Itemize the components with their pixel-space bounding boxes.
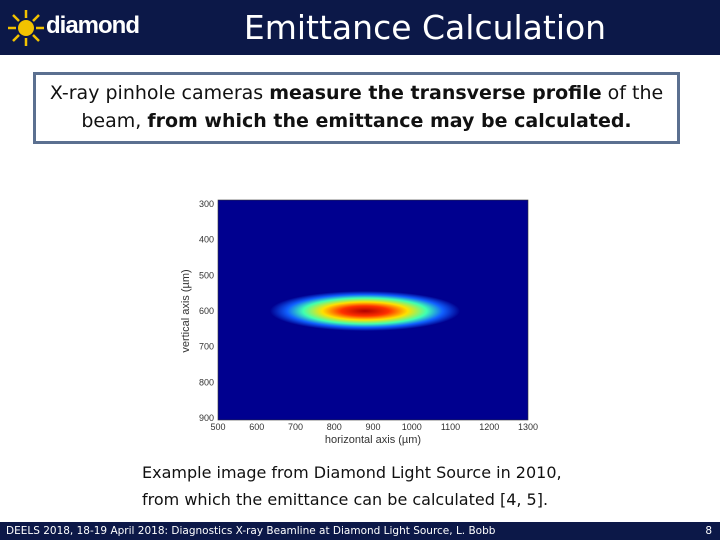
y-tick-label: 800 — [199, 377, 214, 387]
header-bar: diamond Emittance Calculation — [0, 0, 720, 55]
page-number: 8 — [705, 525, 712, 537]
y-tick-label: 400 — [199, 235, 214, 245]
x-tick-label: 1100 — [441, 422, 460, 432]
beam-profile — [270, 291, 460, 331]
intro-text: X-ray pinhole cameras — [49, 82, 270, 104]
logo-icon — [8, 10, 44, 46]
intro-text: from which the emittance may be calculat… — [147, 110, 632, 132]
x-axis-label: horizontal axis (µm) — [325, 434, 421, 446]
x-tick-label: 600 — [249, 422, 264, 432]
y-tick-label: 700 — [199, 342, 214, 352]
y-tick-label: 600 — [199, 306, 214, 316]
x-tick-label: 1200 — [479, 422, 499, 432]
x-tick-label: 1300 — [518, 422, 538, 432]
y-tick-label: 500 — [199, 270, 214, 280]
x-tick-label: 700 — [288, 422, 303, 432]
caption-line: from which the emittance can be calculat… — [142, 490, 549, 509]
caption-line: Example image from Diamond Light Source … — [142, 463, 562, 482]
x-tick-label: 500 — [210, 422, 225, 432]
intro-text: of the beam, — [81, 82, 664, 132]
y-axis-label: vertical axis (µm) — [180, 269, 192, 352]
y-tick-label: 900 — [199, 413, 214, 423]
x-tick-label: 900 — [365, 422, 380, 432]
figure: 500 600 700 800 900 1000 1100 1200 1300 300 400 500… — [180, 199, 538, 446]
slide-title: Emittance Calculation — [243, 8, 607, 47]
x-tick-label: 1000 — [402, 422, 422, 432]
intro-text: measure the transverse profile — [269, 82, 602, 104]
intro-box: X-ray pinhole cameras measure the transv… — [33, 72, 680, 144]
y-tick-label: 300 — [199, 199, 214, 209]
footer-text: DEELS 2018, 18-19 April 2018: Diagnostic… — [6, 525, 496, 537]
footer-bar: DEELS 2018, 18-19 April 2018: Diagnostic… — [0, 522, 720, 540]
caption: Example image from Diamond Light Source … — [142, 459, 562, 513]
logo-text: diamond — [46, 12, 140, 39]
x-tick-label: 800 — [327, 422, 342, 432]
